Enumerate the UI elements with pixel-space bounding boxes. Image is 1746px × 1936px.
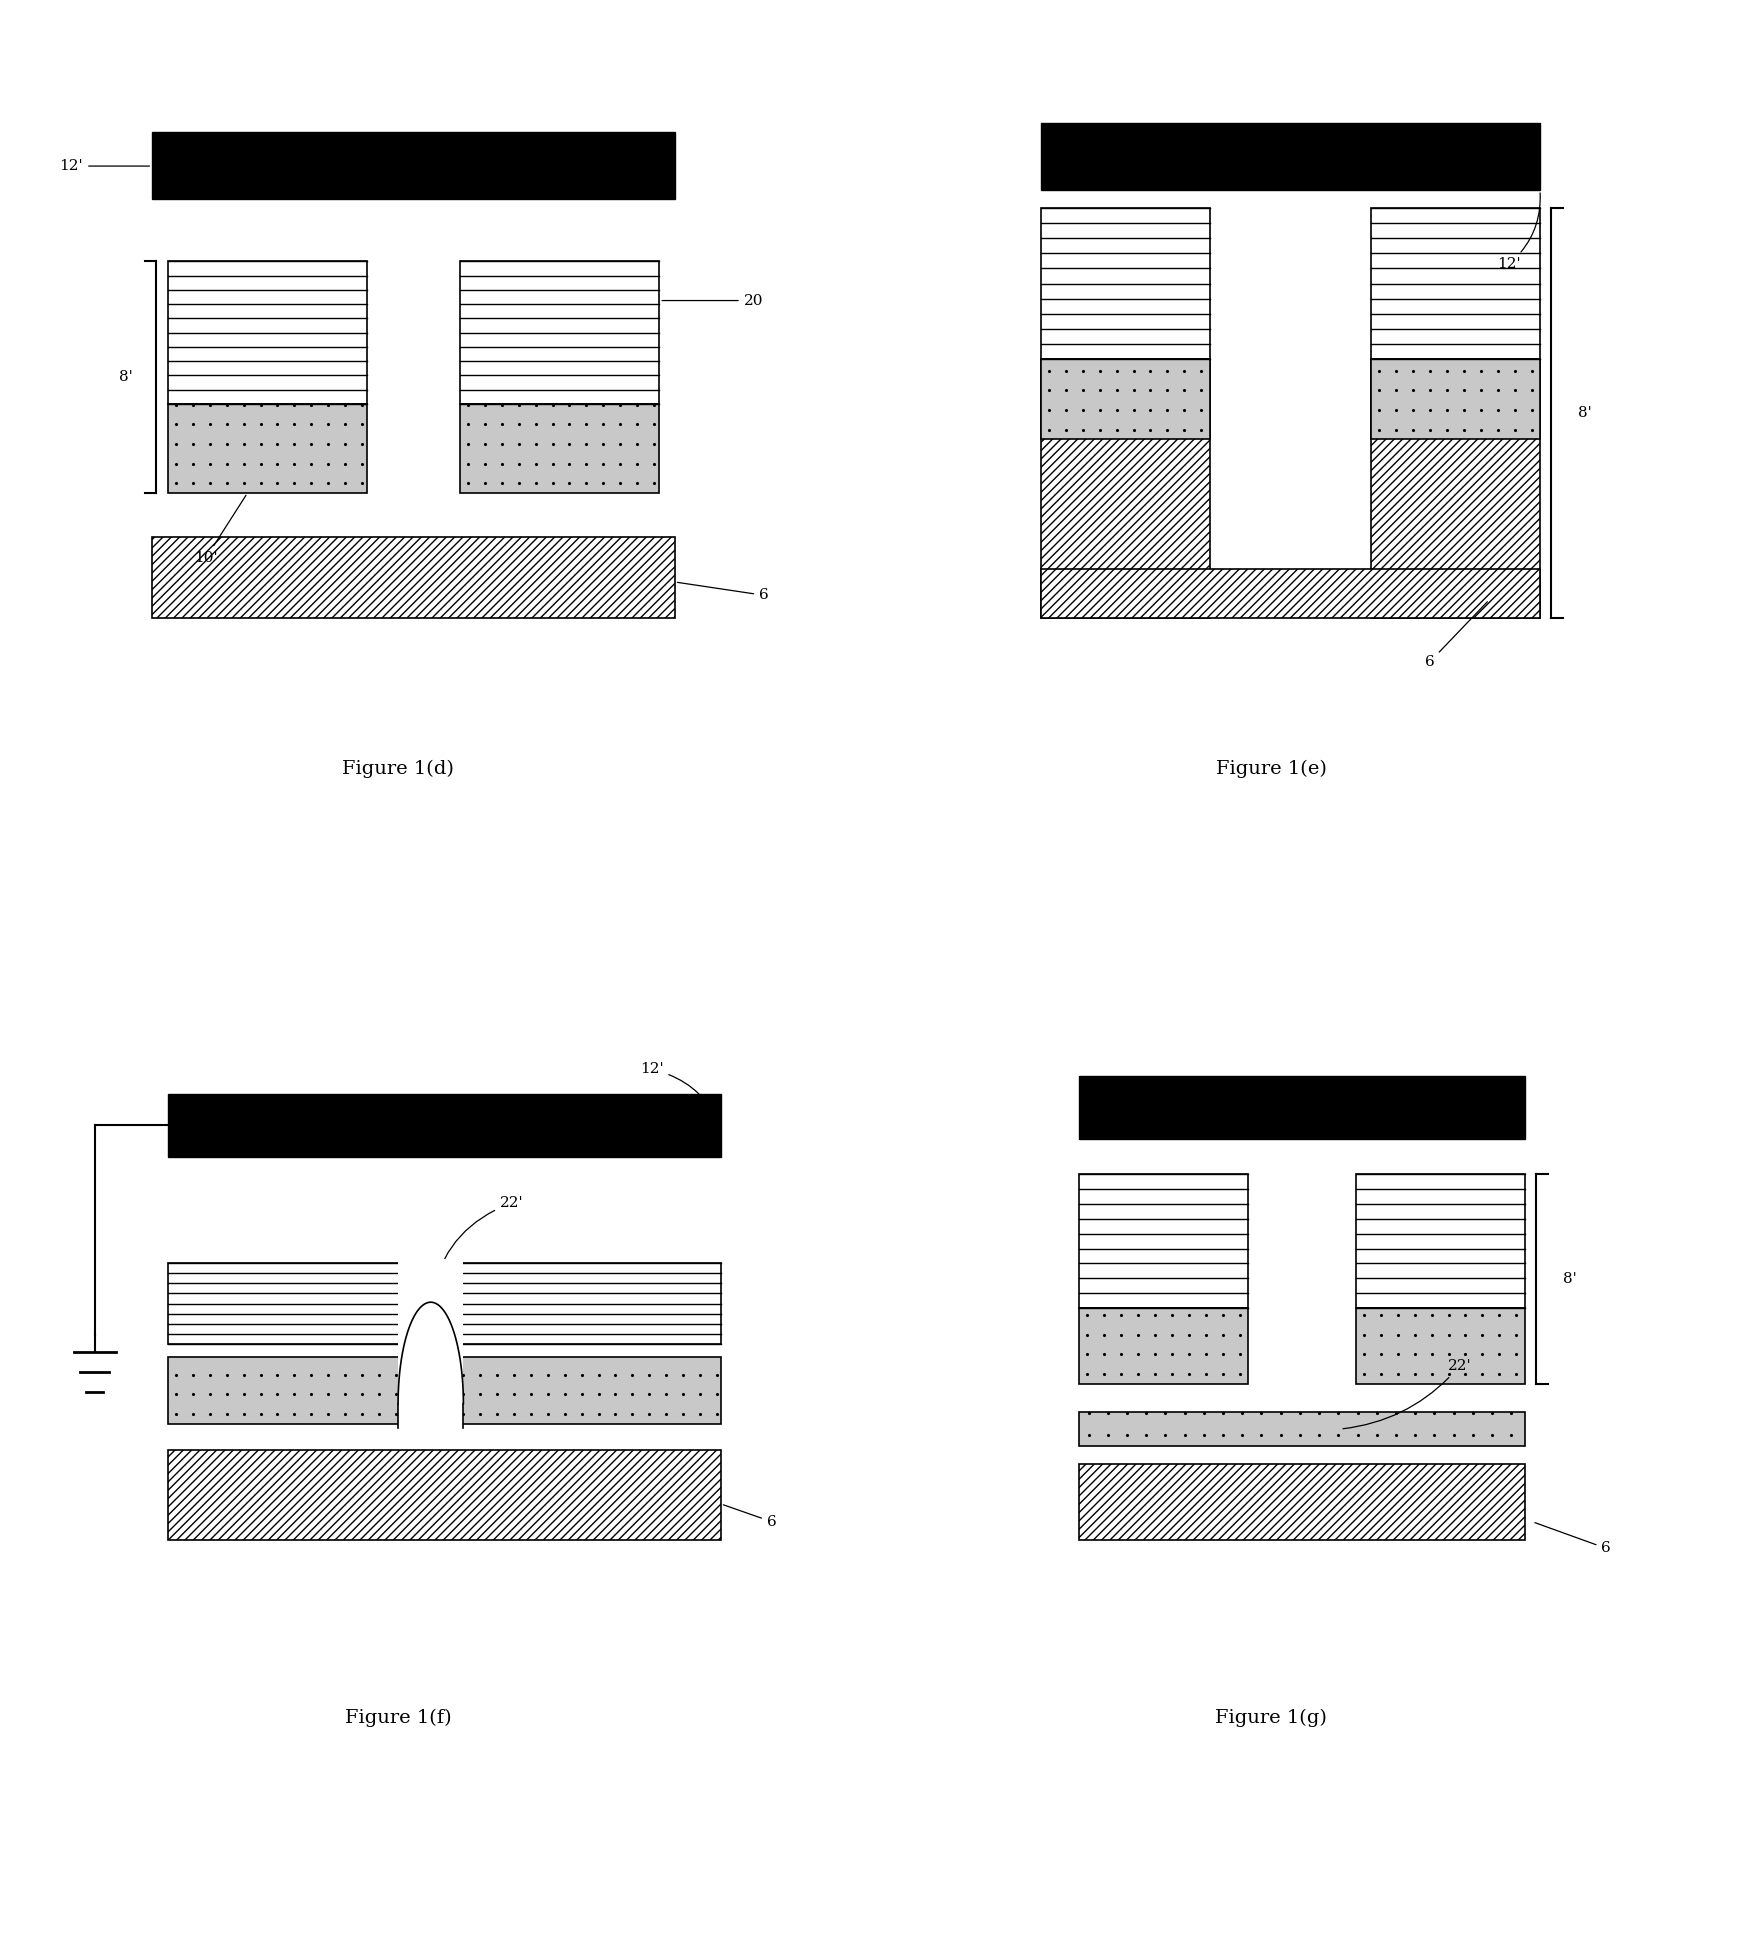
- Text: 10': 10': [194, 496, 246, 565]
- Text: 6: 6: [677, 583, 768, 602]
- Bar: [1041, 124, 1540, 190]
- Bar: [1079, 1411, 1524, 1446]
- Bar: [152, 132, 674, 199]
- Bar: [1041, 360, 1210, 618]
- Bar: [1079, 1309, 1248, 1384]
- Bar: [168, 405, 367, 494]
- Text: 20: 20: [662, 294, 763, 308]
- Bar: [1371, 207, 1540, 360]
- Bar: [398, 1258, 463, 1429]
- Bar: [1041, 207, 1210, 360]
- Text: Figure 1(d): Figure 1(d): [342, 759, 454, 778]
- Text: 22': 22': [1343, 1359, 1472, 1429]
- Bar: [1079, 1464, 1524, 1539]
- Bar: [459, 261, 660, 405]
- Bar: [1041, 360, 1210, 439]
- Text: 6: 6: [1425, 602, 1488, 670]
- Text: 22': 22': [431, 1196, 524, 1301]
- Bar: [168, 1450, 721, 1539]
- Text: 6: 6: [1535, 1522, 1612, 1555]
- Text: 8': 8': [1578, 407, 1592, 420]
- Text: 12': 12': [639, 1063, 719, 1123]
- Text: Figure 1(g): Figure 1(g): [1215, 1708, 1327, 1727]
- Bar: [1355, 1309, 1524, 1384]
- Bar: [1355, 1175, 1524, 1309]
- Text: 12': 12': [1498, 194, 1540, 271]
- Text: 6: 6: [723, 1504, 777, 1529]
- Bar: [168, 261, 367, 405]
- Bar: [168, 1264, 721, 1344]
- Bar: [152, 538, 674, 618]
- Text: Figure 1(e): Figure 1(e): [1215, 759, 1327, 778]
- Bar: [1371, 360, 1540, 618]
- Bar: [168, 1357, 721, 1423]
- Bar: [1041, 569, 1540, 618]
- Bar: [1079, 1076, 1524, 1138]
- Bar: [1371, 360, 1540, 439]
- Bar: [459, 405, 660, 494]
- Text: 8': 8': [119, 370, 133, 383]
- Text: 8': 8': [1563, 1272, 1577, 1286]
- Bar: [1079, 1175, 1248, 1309]
- Text: 12': 12': [59, 159, 150, 172]
- Bar: [168, 1094, 721, 1156]
- Text: Figure 1(f): Figure 1(f): [344, 1708, 452, 1727]
